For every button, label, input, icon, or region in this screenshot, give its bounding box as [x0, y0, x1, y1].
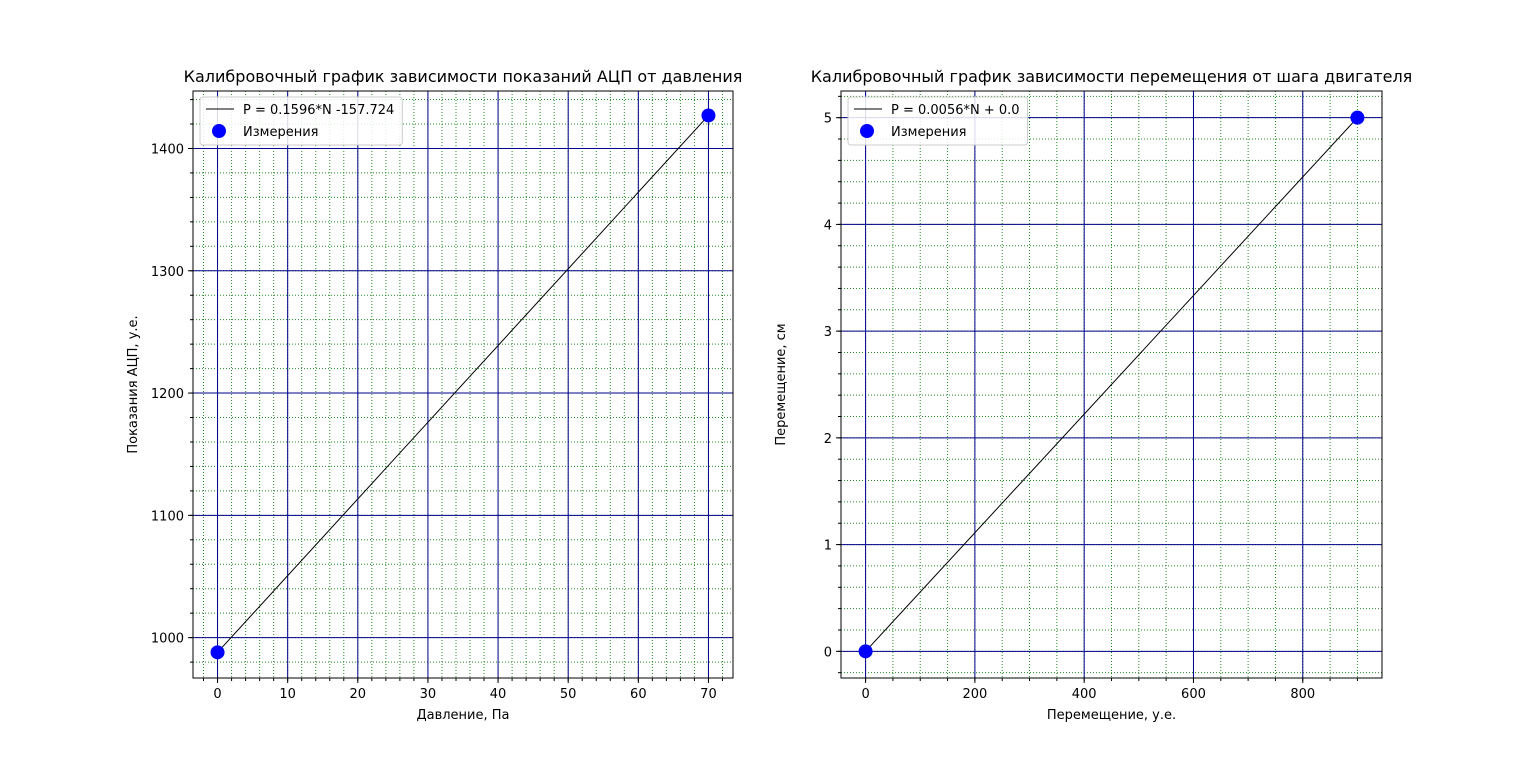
measurement-point	[1350, 110, 1365, 125]
x-tick-label: 20	[350, 687, 367, 702]
y-tick-label: 2	[824, 432, 832, 447]
y-tick-label: 1100	[151, 509, 184, 524]
chart1-legend-marker-swatch	[212, 124, 226, 138]
chart2-legend-box	[847, 96, 1029, 146]
fit-line	[865, 117, 1358, 652]
fit-line	[217, 115, 709, 653]
chart1-legend-box	[199, 96, 403, 146]
x-tick-label: 30	[420, 687, 437, 702]
x-tick-label: 0	[213, 687, 221, 702]
y-tick-label: 1000	[151, 632, 184, 647]
x-tick-label: 600	[1181, 687, 1206, 702]
chart1-title: Калибровочный график зависимости показан…	[184, 67, 743, 86]
x-tick-label: 70	[700, 687, 717, 702]
y-tick-label: 1	[824, 539, 832, 554]
x-tick-label: 800	[1290, 687, 1315, 702]
chart2-legend-fit-label: P = 0.0056*N + 0.0	[891, 103, 1020, 118]
measurement-point	[210, 645, 225, 660]
x-tick-label: 200	[962, 687, 987, 702]
y-tick-label: 3	[824, 325, 832, 340]
chart1-legend: P = 0.1596*N -157.724 Измерения	[199, 96, 403, 146]
chart2-plot	[858, 110, 1365, 659]
chart1-ticks: 0 10 20 30 40 50 60 70 1000 1100 1200 1300 1400	[151, 99, 723, 702]
x-tick-label: 40	[490, 687, 507, 702]
x-tick-label: 0	[861, 687, 869, 702]
y-tick-label: 0	[824, 645, 832, 660]
y-tick-label: 4	[824, 218, 832, 233]
chart1-x-axis-label: Давление, Па	[416, 708, 509, 723]
chart2-legend: P = 0.0056*N + 0.0 Измерения	[847, 96, 1029, 146]
chart2-grid	[841, 91, 1382, 678]
x-tick-label: 10	[279, 687, 296, 702]
y-tick-label: 1200	[151, 387, 184, 402]
chart1-y-axis-label: Показания АЦП, у.е.	[126, 315, 141, 453]
chart1-legend-measurements-label: Измерения	[243, 125, 318, 140]
y-tick-label: 1400	[151, 142, 184, 157]
x-tick-label: 60	[630, 687, 647, 702]
x-tick-label: 50	[560, 687, 577, 702]
chart2-legend-marker-swatch	[860, 124, 874, 138]
measurement-point	[858, 644, 873, 659]
y-tick-label: 1300	[151, 265, 184, 280]
chart2-y-axis-label: Перемещение, см	[774, 323, 789, 445]
chart1-legend-fit-label: P = 0.1596*N -157.724	[243, 103, 394, 118]
chart2-legend-measurements-label: Измерения	[891, 125, 966, 140]
chart2-ticks: 0 200 400 600 800 0 1 2 3 4 5	[824, 95, 1358, 702]
chart-displacement-vs-steps: 0 200 400 600 800 0 1 2 3 4 5 Калибровочный график…	[774, 67, 1412, 723]
x-tick-label: 400	[1072, 687, 1097, 702]
y-tick-label: 5	[824, 112, 832, 127]
chart2-x-axis-label: Перемещение, у.е.	[1047, 708, 1176, 723]
chart2-title: Калибровочный график зависимости перемещ…	[811, 67, 1413, 86]
chart1-frame	[192, 90, 734, 679]
chart-adc-vs-pressure: 0 10 20 30 40 50 60 70 1000 1100 1200 1300 1400 Кали…	[126, 67, 742, 723]
chart1-plot	[210, 108, 716, 660]
measurement-point	[701, 108, 716, 123]
